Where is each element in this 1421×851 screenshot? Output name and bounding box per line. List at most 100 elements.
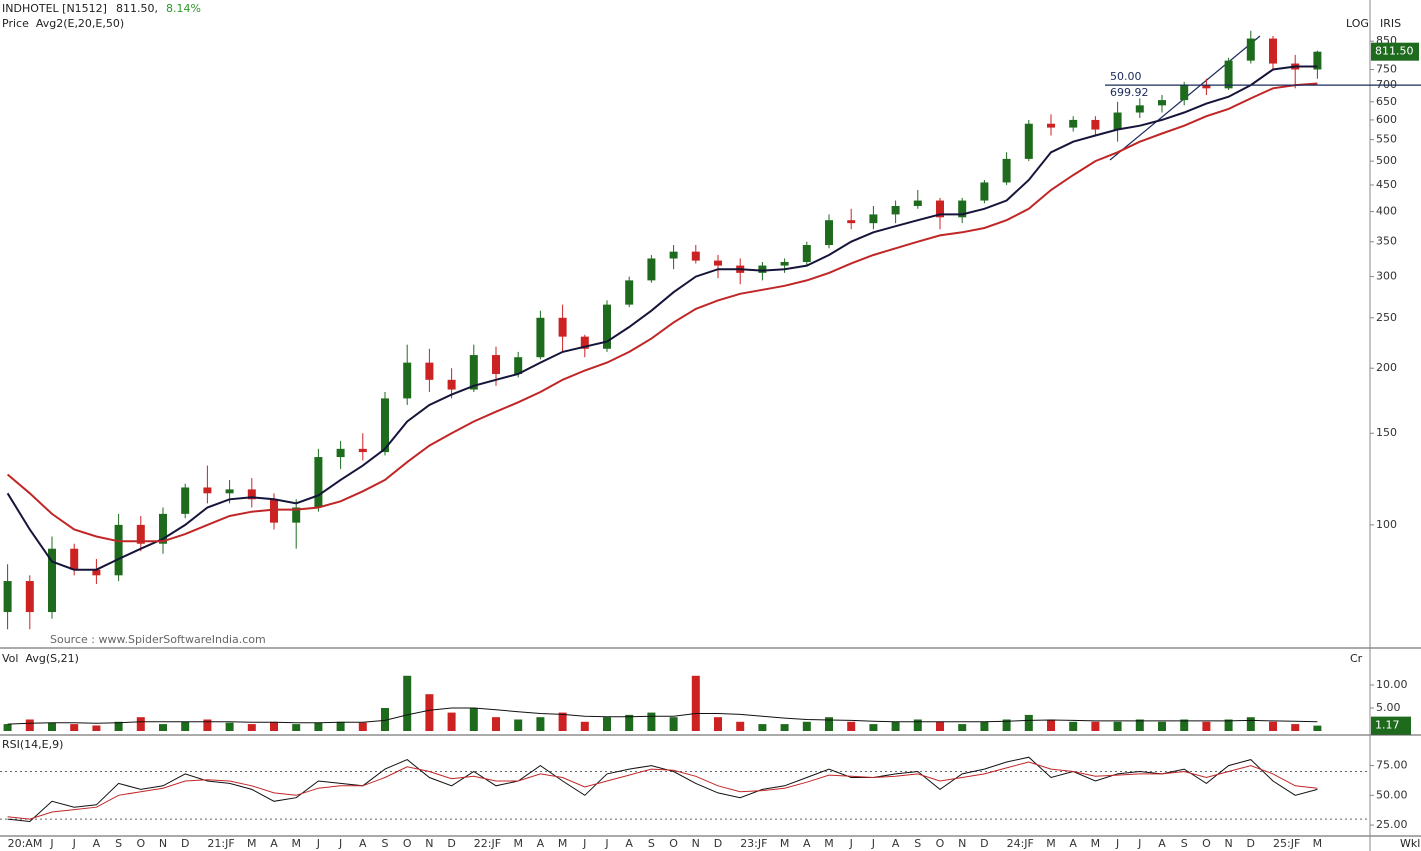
x-tick-label: A bbox=[359, 837, 367, 850]
volume-bar bbox=[869, 724, 878, 731]
y-tick-label: 350 bbox=[1376, 235, 1397, 248]
x-tick-label: S bbox=[648, 837, 655, 850]
y-tick-label: 150 bbox=[1376, 426, 1397, 439]
x-tick-label: O bbox=[936, 837, 945, 850]
volume-bar bbox=[580, 721, 589, 731]
volume-bar bbox=[825, 717, 833, 731]
candle-body bbox=[891, 205, 900, 215]
volume-title: Vol Avg(S,21) bbox=[2, 652, 79, 665]
candle-body bbox=[514, 357, 523, 374]
x-tick-label: A bbox=[270, 837, 278, 850]
price: 811.50, bbox=[116, 2, 158, 15]
candle-body bbox=[1269, 38, 1277, 64]
candle-body bbox=[536, 317, 545, 358]
x-tick-label: A bbox=[1158, 837, 1166, 850]
volume-bar bbox=[1224, 719, 1233, 731]
y-tick-label: 250 bbox=[1376, 311, 1397, 324]
price-tag-label: 811.50 bbox=[1375, 45, 1414, 58]
volume-bar bbox=[913, 719, 922, 731]
y-tick-label: 5.00 bbox=[1376, 701, 1401, 714]
volume-bar bbox=[958, 724, 967, 731]
y-tick-label: 10.00 bbox=[1376, 678, 1408, 691]
volume-bar bbox=[669, 717, 678, 731]
candle-body bbox=[558, 317, 567, 337]
y-tick-label: 450 bbox=[1376, 178, 1397, 191]
candle-body bbox=[181, 487, 190, 514]
candle-body bbox=[1113, 112, 1122, 130]
candle-body bbox=[1135, 105, 1144, 113]
volume-bar bbox=[447, 712, 456, 731]
moving-average bbox=[6, 65, 1318, 571]
volume-bar bbox=[1269, 721, 1277, 731]
y-tick-label: 600 bbox=[1376, 113, 1397, 126]
symbol: INDHOTEL [N1512] bbox=[2, 2, 107, 15]
volume-bar bbox=[136, 717, 145, 731]
volume-bar bbox=[936, 721, 944, 731]
x-tick-label: N bbox=[1224, 837, 1232, 850]
x-tick-label: J bbox=[72, 837, 76, 850]
candle-body bbox=[492, 355, 500, 374]
candle-body bbox=[958, 200, 967, 218]
y-tick-label: 25.00 bbox=[1376, 818, 1408, 831]
x-tick-label: 23:JF bbox=[740, 837, 767, 850]
candle-body bbox=[780, 262, 789, 266]
candle-body bbox=[1069, 119, 1078, 128]
x-tick-label: 25:JF bbox=[1273, 837, 1300, 850]
candle-body bbox=[980, 182, 989, 201]
volume-bar bbox=[558, 712, 567, 731]
x-tick-label: M bbox=[513, 837, 523, 850]
candle-body bbox=[913, 200, 922, 206]
candle-body bbox=[1202, 85, 1211, 89]
moving-average bbox=[6, 82, 1318, 543]
candle-body bbox=[292, 507, 301, 523]
candle-body bbox=[603, 304, 611, 349]
candle-body bbox=[1158, 100, 1166, 106]
candle-body bbox=[447, 379, 456, 390]
source: Source : www.SpiderSoftwareIndia.com bbox=[50, 633, 266, 646]
x-tick-label: A bbox=[892, 837, 900, 850]
candle-body bbox=[758, 265, 767, 273]
x-tick-label: O bbox=[136, 837, 145, 850]
x-unit: Wkl bbox=[1400, 837, 1420, 850]
candle-body bbox=[691, 251, 700, 261]
volume-bar bbox=[336, 721, 345, 731]
volume-bar bbox=[802, 721, 811, 731]
x-tick-label: O bbox=[1202, 837, 1211, 850]
candle-body bbox=[869, 214, 878, 224]
x-tick-label: N bbox=[958, 837, 966, 850]
volume-bar bbox=[70, 724, 79, 731]
y-tick-label: 400 bbox=[1376, 205, 1397, 218]
candle-body bbox=[714, 260, 722, 266]
candle-body bbox=[802, 244, 811, 263]
volume-bar bbox=[114, 721, 123, 731]
volume-bar bbox=[1246, 717, 1255, 731]
candle-body bbox=[70, 548, 79, 570]
candle-body bbox=[336, 448, 345, 458]
volume-bar bbox=[381, 707, 389, 731]
y-tick-label: 750 bbox=[1376, 62, 1397, 75]
candle-body bbox=[847, 220, 856, 224]
volume-bar bbox=[314, 722, 323, 731]
volume-bar bbox=[1180, 719, 1189, 731]
x-tick-label: D bbox=[980, 837, 988, 850]
volume-bar bbox=[1135, 719, 1144, 731]
candle-body bbox=[358, 448, 367, 453]
x-tick-label: S bbox=[914, 837, 921, 850]
x-tick-label: J bbox=[1115, 837, 1119, 850]
candle-body bbox=[469, 355, 478, 390]
candle-body bbox=[625, 280, 634, 305]
x-tick-label: A bbox=[1069, 837, 1077, 850]
candle-body bbox=[1024, 123, 1033, 159]
volume-bar bbox=[358, 722, 367, 731]
candle-body bbox=[1246, 38, 1255, 61]
volume-bar bbox=[647, 712, 656, 731]
volume-bar bbox=[1202, 721, 1211, 731]
candle-body bbox=[1180, 85, 1189, 101]
candle-body bbox=[647, 258, 656, 281]
volume-bar bbox=[758, 724, 767, 731]
volume-bar bbox=[425, 694, 434, 731]
volume-bar bbox=[292, 724, 301, 731]
candle-body bbox=[936, 200, 944, 218]
volume-bar bbox=[92, 725, 101, 731]
y-tick-label: 650 bbox=[1376, 95, 1397, 108]
